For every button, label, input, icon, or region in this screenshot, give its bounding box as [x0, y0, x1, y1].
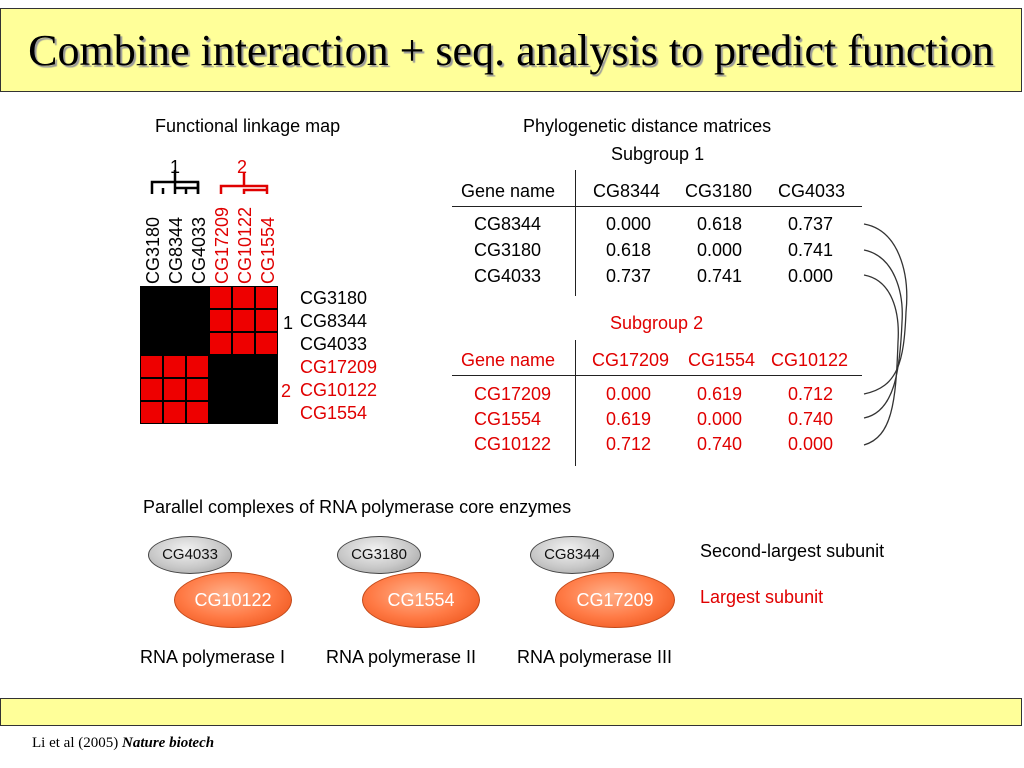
second-subunit-oval-3: CG8344 — [530, 536, 614, 574]
subgroup2-row3-v3: 0.000 — [788, 434, 834, 454]
slide-title: Combine interaction + seq. analysis to p… — [28, 26, 994, 75]
col-label-cg1554: CG1554 — [258, 216, 278, 284]
subgroup2-header-col2: CG1554 — [688, 350, 756, 370]
heat-cell — [255, 309, 278, 332]
subgroup1-row1-v3: 0.737 — [788, 214, 834, 234]
subgroup1-row2-gene: CG3180 — [474, 240, 542, 260]
col-label-cg3180: CG3180 — [143, 216, 163, 284]
heat-cell — [140, 401, 163, 424]
heat-cell — [186, 355, 209, 378]
heat-cell — [163, 401, 186, 424]
subgroup1-col-rule — [575, 170, 576, 296]
subgroup1-header-col3: CG4033 — [778, 181, 846, 201]
subgroup1-row3-v1: 0.737 — [606, 266, 652, 286]
col-label-cg8344: CG8344 — [166, 216, 186, 284]
largest-subunit-label: Largest subunit — [700, 587, 824, 607]
heat-cell — [186, 401, 209, 424]
subgroup1-row2-v3: 0.741 — [788, 240, 834, 260]
subgroup2-title: Subgroup 2 — [610, 313, 704, 333]
dendrogram — [150, 170, 269, 194]
subgroup2-header-col3: CG10122 — [771, 350, 849, 370]
subgroup2-row2-v2: 0.000 — [697, 409, 743, 429]
subgroup1-row1-gene: CG8344 — [474, 214, 542, 234]
row-group-2: 2 — [281, 381, 292, 401]
heat-cell — [209, 332, 232, 355]
heat-cell — [209, 286, 232, 309]
complexes-heading: Parallel complexes of RNA polymerase cor… — [143, 497, 572, 517]
block-group2-group2 — [209, 355, 278, 424]
polymerase-name-1: RNA polymerase I — [140, 647, 286, 667]
row-label-cg10122: CG10122 — [300, 380, 378, 400]
heat-cell — [232, 286, 255, 309]
subgroup2-row3-v1: 0.712 — [606, 434, 652, 454]
row-label-cg8344: CG8344 — [300, 311, 368, 331]
heat-cell — [232, 309, 255, 332]
cluster-label-1: 1 — [170, 157, 181, 177]
subgroup1-row2-v1: 0.618 — [606, 240, 652, 260]
heat-cell — [163, 378, 186, 401]
cluster-label-2: 2 — [237, 157, 248, 177]
footer-bar — [0, 698, 1022, 726]
second-largest-subunit-label: Second-largest subunit — [700, 541, 885, 561]
subgroup2-header-rule — [452, 375, 862, 376]
linkage-map-heading: Functional linkage map — [155, 116, 341, 136]
subgroup1-row3-v2: 0.741 — [697, 266, 743, 286]
subgroup2-row2-gene: CG1554 — [474, 409, 542, 429]
largest-subunit-oval-1: CG10122 — [174, 572, 292, 628]
subgroup1-header-col2: CG3180 — [685, 181, 753, 201]
second-subunit-oval-2: CG3180 — [337, 536, 421, 574]
largest-subunit-oval-2: CG1554 — [362, 572, 480, 628]
subgroup1-title: Subgroup 1 — [611, 144, 705, 164]
subgroup2-col-rule — [575, 340, 576, 466]
subgroup2-header-gene: Gene name — [461, 350, 556, 370]
heat-cell — [186, 378, 209, 401]
subgroup1-row3-v3: 0.000 — [788, 266, 834, 286]
subgroup2-row1-v3: 0.712 — [788, 384, 834, 404]
col-label-cg17209: CG17209 — [212, 206, 232, 284]
subgroup2-row3-v2: 0.740 — [697, 434, 743, 454]
row-label-cg17209: CG17209 — [300, 357, 378, 377]
subgroup1-row3-gene: CG4033 — [474, 266, 542, 286]
heat-cell — [255, 332, 278, 355]
heat-cell — [209, 309, 232, 332]
subgroup1-header-col1: CG8344 — [593, 181, 661, 201]
subgroup2-row1-v2: 0.619 — [697, 384, 743, 404]
largest-subunit-oval-3: CG17209 — [555, 572, 675, 628]
second-subunit-oval-1: CG4033 — [148, 536, 232, 574]
linkage-heatmap — [140, 286, 278, 424]
subgroup2-row2-v1: 0.619 — [606, 409, 652, 429]
heat-cell — [255, 286, 278, 309]
polymerase-name-2: RNA polymerase II — [326, 647, 477, 667]
subgroup1-row1-v2: 0.618 — [697, 214, 743, 234]
polymerase-name-3: RNA polymerase III — [517, 647, 673, 667]
subgroup2-row1-gene: CG17209 — [474, 384, 552, 404]
block-group1-group1 — [140, 286, 209, 355]
subgroup1-header-gene: Gene name — [461, 181, 556, 201]
subgroup2-row1-v1: 0.000 — [606, 384, 652, 404]
heat-cell — [163, 355, 186, 378]
subgroup2-row2-v3: 0.740 — [788, 409, 834, 429]
row-label-cg4033: CG4033 — [300, 334, 368, 354]
subgroup1-row2-v2: 0.000 — [697, 240, 743, 260]
title-bar: Combine interaction + seq. analysis to p… — [0, 8, 1022, 92]
subgroup2-row3-gene: CG10122 — [474, 434, 552, 454]
matrices-heading: Phylogenetic distance matrices — [523, 116, 772, 136]
citation: Li et al (2005) Nature biotech — [32, 735, 214, 752]
heat-cell — [140, 378, 163, 401]
subgroup2-header-col1: CG17209 — [592, 350, 670, 370]
citation-authors: Li et al (2005) — [32, 735, 119, 751]
heat-cell — [232, 332, 255, 355]
col-label-cg10122: CG10122 — [235, 206, 255, 284]
citation-journal: Nature biotech — [121, 735, 215, 751]
heat-cell — [140, 355, 163, 378]
subgroup1-row1-v1: 0.000 — [606, 214, 652, 234]
subgroup1-header-rule — [452, 206, 862, 207]
row-label-cg1554: CG1554 — [300, 403, 368, 423]
row-group-1: 1 — [283, 313, 294, 333]
col-label-cg4033: CG4033 — [189, 216, 209, 284]
row-label-cg3180: CG3180 — [300, 288, 368, 308]
subgroup-connector-arcs — [863, 223, 908, 446]
